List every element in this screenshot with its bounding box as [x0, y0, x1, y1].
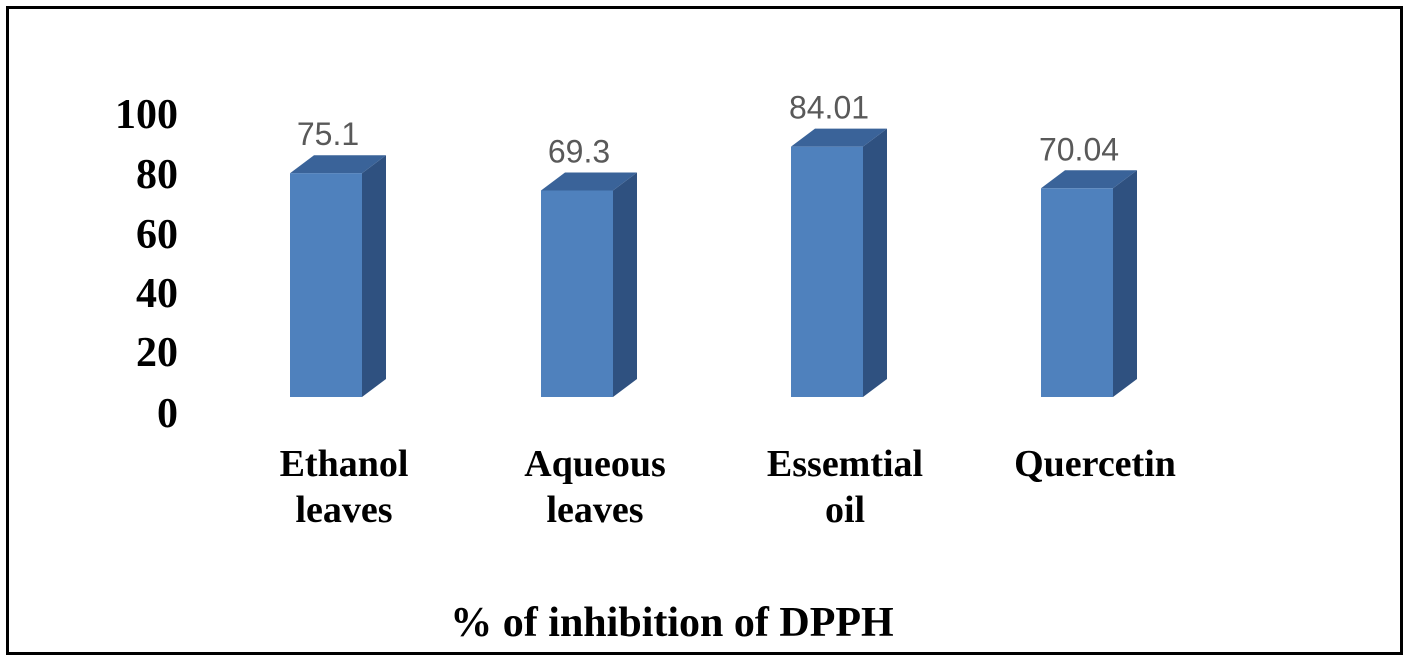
- bar-top-face: [791, 128, 887, 147]
- x-tick-label: Aqueous leaves: [524, 443, 666, 531]
- y-axis-ticks: 0 20 40 60 80 100: [115, 92, 178, 437]
- bar-front-face: [1041, 188, 1113, 397]
- y-tick-label: 20: [136, 330, 178, 376]
- x-tick-label: Ethanol leaves: [280, 443, 409, 531]
- data-label: 70.04: [1039, 131, 1119, 167]
- bar-front-face: [541, 190, 613, 397]
- bar-side-face: [613, 172, 637, 397]
- y-tick-label: 40: [136, 271, 178, 317]
- bar-side-face: [863, 128, 887, 397]
- y-tick-label: 80: [136, 152, 178, 198]
- bar: [541, 172, 637, 397]
- data-label: 84.01: [789, 90, 869, 126]
- bar: [290, 155, 386, 397]
- y-tick-label: 0: [157, 391, 178, 437]
- bar: [1041, 170, 1137, 397]
- bars: [290, 128, 1137, 397]
- data-label: 75.1: [297, 116, 359, 152]
- bar-top-face: [541, 172, 637, 191]
- bar-top-face: [1041, 170, 1137, 189]
- x-axis-title: % of inhibition of DPPH: [450, 600, 893, 646]
- y-tick-label: 60: [136, 212, 178, 258]
- x-tick-label: Essemtial oil: [767, 443, 923, 531]
- data-label: 69.3: [548, 133, 610, 169]
- chart-frame: [6, 6, 1403, 655]
- data-labels: 75.1 69.3 84.01 70.04: [297, 90, 1119, 170]
- bar-front-face: [791, 146, 863, 397]
- bar-side-face: [362, 155, 386, 397]
- bar-side-face: [1113, 170, 1137, 397]
- bar-front-face: [290, 173, 362, 397]
- x-tick-label: Quercetin: [1014, 443, 1176, 485]
- bar-top-face: [290, 155, 386, 174]
- bar: [791, 128, 887, 397]
- y-tick-label: 100: [115, 92, 178, 138]
- x-axis-ticks: Ethanol leaves Aqueous leaves Essemtial oil Qu…: [280, 443, 1176, 531]
